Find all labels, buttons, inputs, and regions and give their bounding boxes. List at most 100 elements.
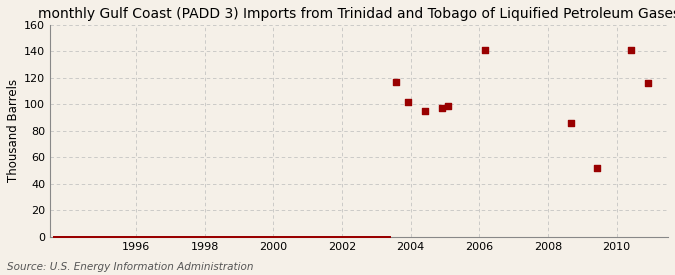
Point	[100, 235, 111, 239]
Point	[318, 235, 329, 239]
Point	[240, 235, 250, 239]
Point	[103, 235, 113, 239]
Point	[321, 235, 331, 239]
Point	[209, 235, 219, 239]
Point	[277, 235, 288, 239]
Point	[128, 235, 138, 239]
Point	[211, 235, 222, 239]
Point	[146, 235, 157, 239]
Point	[126, 235, 137, 239]
Point	[49, 235, 60, 239]
Point	[185, 235, 196, 239]
Point	[266, 235, 277, 239]
Point	[70, 235, 81, 239]
Point	[267, 235, 277, 239]
Point	[96, 235, 107, 239]
Point	[149, 235, 160, 239]
Point	[274, 235, 285, 239]
Point	[242, 235, 252, 239]
Point	[282, 235, 293, 239]
Point	[383, 235, 394, 239]
Point	[355, 235, 366, 239]
Point	[566, 121, 576, 125]
Point	[120, 235, 131, 239]
Point	[202, 235, 213, 239]
Point	[294, 235, 305, 239]
Point	[304, 235, 315, 239]
Point	[290, 235, 301, 239]
Point	[369, 235, 379, 239]
Point	[263, 235, 273, 239]
Point	[142, 235, 153, 239]
Point	[292, 235, 302, 239]
Point	[291, 235, 302, 239]
Point	[243, 235, 254, 239]
Point	[263, 235, 274, 239]
Point	[352, 235, 362, 239]
Point	[223, 235, 234, 239]
Point	[320, 235, 331, 239]
Point	[147, 235, 158, 239]
Point	[643, 81, 653, 85]
Point	[135, 235, 146, 239]
Point	[153, 235, 163, 239]
Point	[103, 235, 114, 239]
Point	[242, 235, 253, 239]
Point	[356, 235, 367, 239]
Point	[330, 235, 341, 239]
Point	[138, 235, 149, 239]
Point	[63, 235, 74, 239]
Point	[186, 235, 196, 239]
Point	[278, 235, 289, 239]
Point	[109, 235, 119, 239]
Point	[341, 235, 352, 239]
Point	[349, 235, 360, 239]
Point	[442, 103, 453, 108]
Point	[74, 235, 84, 239]
Point	[329, 235, 340, 239]
Point	[288, 235, 298, 239]
Point	[365, 235, 376, 239]
Point	[344, 235, 354, 239]
Point	[196, 235, 207, 239]
Point	[305, 235, 316, 239]
Point	[77, 235, 88, 239]
Point	[178, 235, 188, 239]
Point	[261, 235, 272, 239]
Point	[228, 235, 239, 239]
Point	[215, 235, 226, 239]
Point	[311, 235, 322, 239]
Point	[268, 235, 279, 239]
Point	[221, 235, 232, 239]
Point	[258, 235, 269, 239]
Point	[352, 235, 363, 239]
Point	[101, 235, 111, 239]
Point	[206, 235, 217, 239]
Point	[90, 235, 101, 239]
Point	[252, 235, 263, 239]
Point	[232, 235, 242, 239]
Point	[51, 235, 62, 239]
Point	[248, 235, 259, 239]
Point	[296, 235, 307, 239]
Point	[317, 235, 327, 239]
Point	[168, 235, 179, 239]
Point	[124, 235, 134, 239]
Point	[351, 235, 362, 239]
Point	[293, 235, 304, 239]
Point	[209, 235, 220, 239]
Point	[69, 235, 80, 239]
Point	[233, 235, 244, 239]
Point	[381, 235, 392, 239]
Point	[102, 235, 113, 239]
Point	[105, 235, 115, 239]
Point	[143, 235, 154, 239]
Point	[238, 235, 249, 239]
Point	[51, 235, 61, 239]
Point	[261, 235, 271, 239]
Point	[244, 235, 254, 239]
Point	[163, 235, 174, 239]
Point	[159, 235, 170, 239]
Point	[366, 235, 377, 239]
Point	[310, 235, 321, 239]
